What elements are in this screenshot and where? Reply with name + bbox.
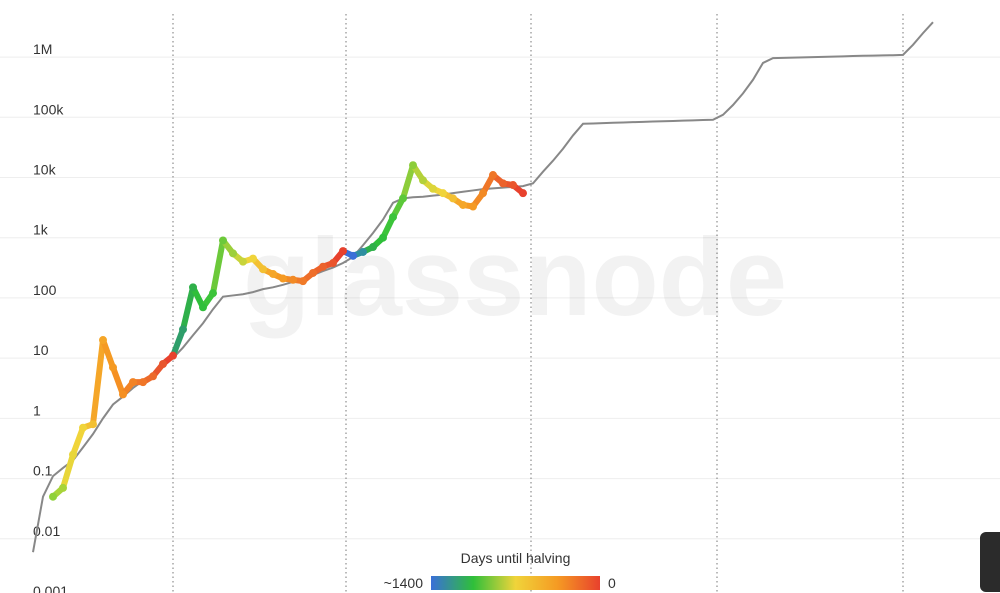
colorbar [431, 576, 600, 590]
colorbar-label: ~1400 [384, 575, 424, 591]
price-point [219, 236, 227, 245]
price-point [339, 247, 347, 256]
price-point [449, 194, 457, 203]
price-point [439, 189, 447, 198]
price-segment [100, 337, 116, 371]
price-point [259, 265, 267, 274]
colorbar-label: 0 [608, 575, 616, 591]
price-point [239, 257, 247, 266]
price-point [79, 423, 87, 432]
price-point [349, 251, 357, 260]
price-point [119, 390, 127, 399]
price-point [99, 336, 107, 345]
price-point [329, 259, 337, 268]
y-tick-label: 1M [33, 41, 52, 57]
y-tick-label: 0.01 [33, 523, 60, 539]
price-segment [90, 337, 106, 428]
price-point [389, 213, 397, 222]
price-point [59, 483, 67, 492]
y-tick-label: 10 [33, 342, 49, 358]
price-segment [180, 284, 196, 333]
y-tick-label: 10k [33, 162, 57, 178]
price-point [489, 171, 497, 180]
marks [32, 21, 934, 553]
price-point [379, 233, 387, 242]
price-segment [210, 237, 226, 297]
price-point [309, 268, 317, 277]
price-point [509, 181, 517, 190]
price-point [519, 189, 527, 198]
price-point [129, 378, 137, 387]
price-point [359, 247, 367, 256]
price-point [109, 363, 117, 372]
price-point [199, 303, 207, 312]
y-tick-label: 0.001 [33, 583, 68, 593]
price-point [269, 269, 277, 278]
price-point [149, 372, 157, 381]
price-segment [60, 451, 76, 491]
price-point [209, 289, 217, 298]
halving-lines [172, 14, 904, 593]
price-point [49, 492, 57, 501]
colorbar-title: Days until halving [461, 550, 571, 566]
price-point [69, 450, 77, 459]
y-tick-label: 100 [33, 282, 57, 298]
price-point [139, 378, 147, 387]
price-point [369, 243, 377, 252]
price-point [229, 249, 237, 258]
price-segment [110, 364, 126, 398]
price-point [459, 200, 467, 209]
price-segment [170, 326, 186, 359]
price-point [299, 277, 307, 286]
price-point [319, 262, 327, 271]
price-point [279, 274, 287, 283]
y-tick-label: 100k [33, 101, 64, 117]
y-tick-label: 1 [33, 402, 41, 418]
price-point [289, 275, 297, 284]
price-point [89, 420, 97, 429]
price-point [189, 283, 197, 292]
price-point [469, 202, 477, 211]
price-point [499, 179, 507, 188]
side-button[interactable] [980, 532, 1000, 592]
y-tick-label: 0.1 [33, 463, 53, 479]
y-tick-label: 1k [33, 222, 49, 238]
price-point [409, 161, 417, 170]
price-point [419, 176, 427, 185]
price-point [159, 359, 167, 368]
price-point [179, 325, 187, 334]
price-point [399, 194, 407, 203]
price-point [169, 351, 177, 360]
grid: 0.001 0.01 0.1 1 10 100 1k 10k 100k 1M [0, 41, 1000, 593]
price-segment [70, 424, 86, 458]
price-point [429, 184, 437, 193]
price-point [479, 189, 487, 198]
price-segment [400, 162, 416, 202]
watermark: glassnode [243, 216, 787, 339]
price-point [249, 254, 257, 263]
